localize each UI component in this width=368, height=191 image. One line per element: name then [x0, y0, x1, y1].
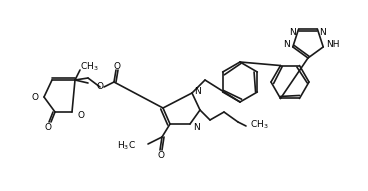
Text: O: O [158, 151, 164, 159]
Text: O: O [31, 92, 38, 101]
Text: N: N [289, 28, 296, 36]
Text: CH$_3$: CH$_3$ [80, 61, 99, 73]
Text: O: O [96, 82, 103, 91]
Text: N: N [319, 28, 326, 36]
Text: O: O [77, 111, 84, 120]
Text: N: N [194, 87, 201, 96]
Text: CH$_3$: CH$_3$ [250, 119, 269, 131]
Text: O: O [113, 62, 120, 70]
Text: H$_3$C: H$_3$C [117, 140, 136, 152]
Text: N: N [193, 122, 200, 131]
Text: N: N [283, 40, 290, 49]
Text: O: O [45, 122, 52, 131]
Text: NH: NH [326, 40, 340, 49]
